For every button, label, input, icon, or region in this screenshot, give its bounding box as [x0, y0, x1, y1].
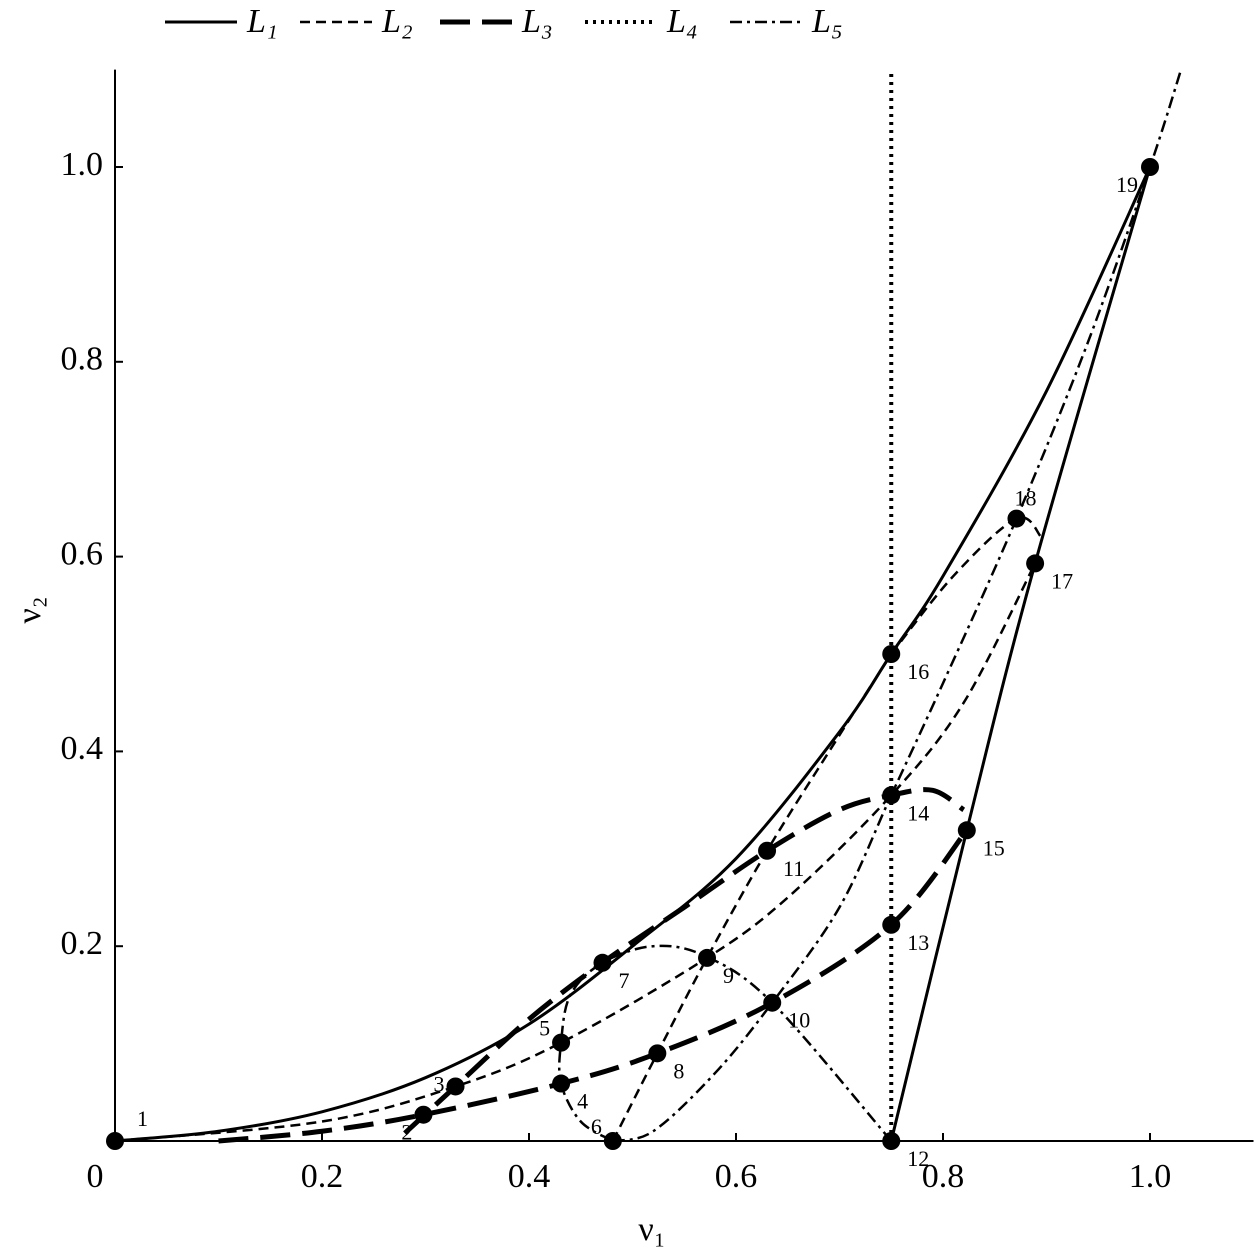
- point: [1026, 554, 1045, 573]
- point-label: 11: [783, 856, 804, 881]
- point: [648, 1044, 667, 1063]
- y-tick-label: 0.4: [61, 730, 104, 767]
- legend-label: L₄: [666, 3, 698, 40]
- point-label: 13: [907, 930, 929, 955]
- point: [758, 841, 777, 860]
- point: [698, 948, 717, 967]
- point-label: 3: [434, 1072, 445, 1097]
- point-label: 5: [539, 1016, 550, 1041]
- y-axis-label: ν₂: [11, 596, 48, 623]
- x-tick-label: 1.0: [1129, 1158, 1172, 1195]
- x-tick-label: 0.6: [715, 1158, 758, 1195]
- y-tick-label: 0.2: [61, 925, 104, 962]
- series-line: [114, 516, 1043, 1143]
- legend-label: L₂: [381, 3, 413, 40]
- point: [414, 1105, 433, 1124]
- point: [882, 915, 901, 934]
- y-tick-label: 0.8: [61, 341, 104, 378]
- point-label: 14: [907, 800, 929, 825]
- point-label: 8: [673, 1058, 684, 1083]
- point: [763, 993, 782, 1012]
- x-tick-label: 0: [87, 1158, 104, 1195]
- point-label: 10: [788, 1008, 810, 1033]
- point: [957, 821, 976, 840]
- y-tick-label: 0.6: [61, 535, 104, 572]
- point: [882, 786, 901, 805]
- point-label: 18: [1014, 486, 1036, 511]
- x-tick-label: 0.4: [508, 1158, 551, 1195]
- point: [106, 1132, 124, 1150]
- x-axis-label: ν₁: [638, 1211, 665, 1248]
- point: [1007, 509, 1026, 528]
- point-label: 17: [1051, 568, 1073, 593]
- point-label: 16: [907, 659, 929, 684]
- point-label: 1: [137, 1106, 148, 1131]
- point: [552, 1074, 571, 1093]
- point: [882, 645, 901, 663]
- legend-label: L₅: [811, 3, 843, 40]
- legend-label: L₁: [246, 3, 278, 40]
- series-line: [218, 787, 969, 1144]
- point: [446, 1077, 465, 1096]
- series-line: [557, 69, 1183, 1143]
- point-label: 9: [723, 963, 734, 988]
- point: [552, 1033, 571, 1052]
- point-label: 12: [907, 1146, 929, 1171]
- point-label: 4: [577, 1089, 588, 1114]
- series-line: [114, 166, 1152, 1143]
- point-label: 19: [1116, 172, 1138, 197]
- point: [593, 953, 612, 972]
- point: [603, 1132, 622, 1150]
- point: [882, 1132, 901, 1150]
- point-label: 7: [618, 968, 629, 993]
- x-tick-label: 0.8: [922, 1158, 965, 1195]
- x-tick-label: 0.2: [301, 1158, 344, 1195]
- legend-label: L₃: [521, 3, 553, 40]
- point-label: 15: [983, 835, 1005, 860]
- point-label: 2: [401, 1120, 412, 1145]
- point-label: 6: [591, 1114, 602, 1139]
- point: [1141, 158, 1159, 176]
- y-tick-label: 1.0: [61, 146, 104, 183]
